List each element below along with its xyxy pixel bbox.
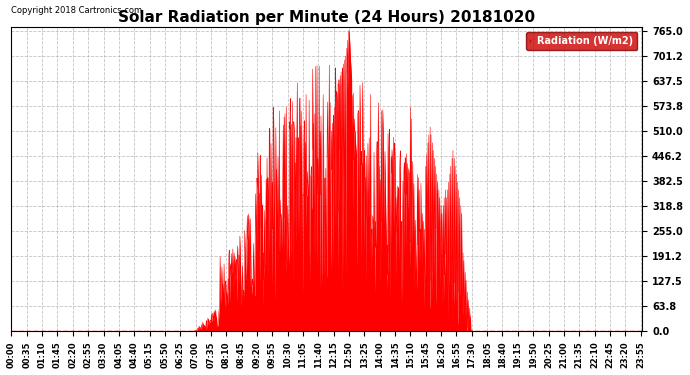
Title: Solar Radiation per Minute (24 Hours) 20181020: Solar Radiation per Minute (24 Hours) 20… xyxy=(118,10,535,25)
Text: Copyright 2018 Cartronics.com: Copyright 2018 Cartronics.com xyxy=(12,6,143,15)
Legend: Radiation (W/m2): Radiation (W/m2) xyxy=(526,32,638,50)
